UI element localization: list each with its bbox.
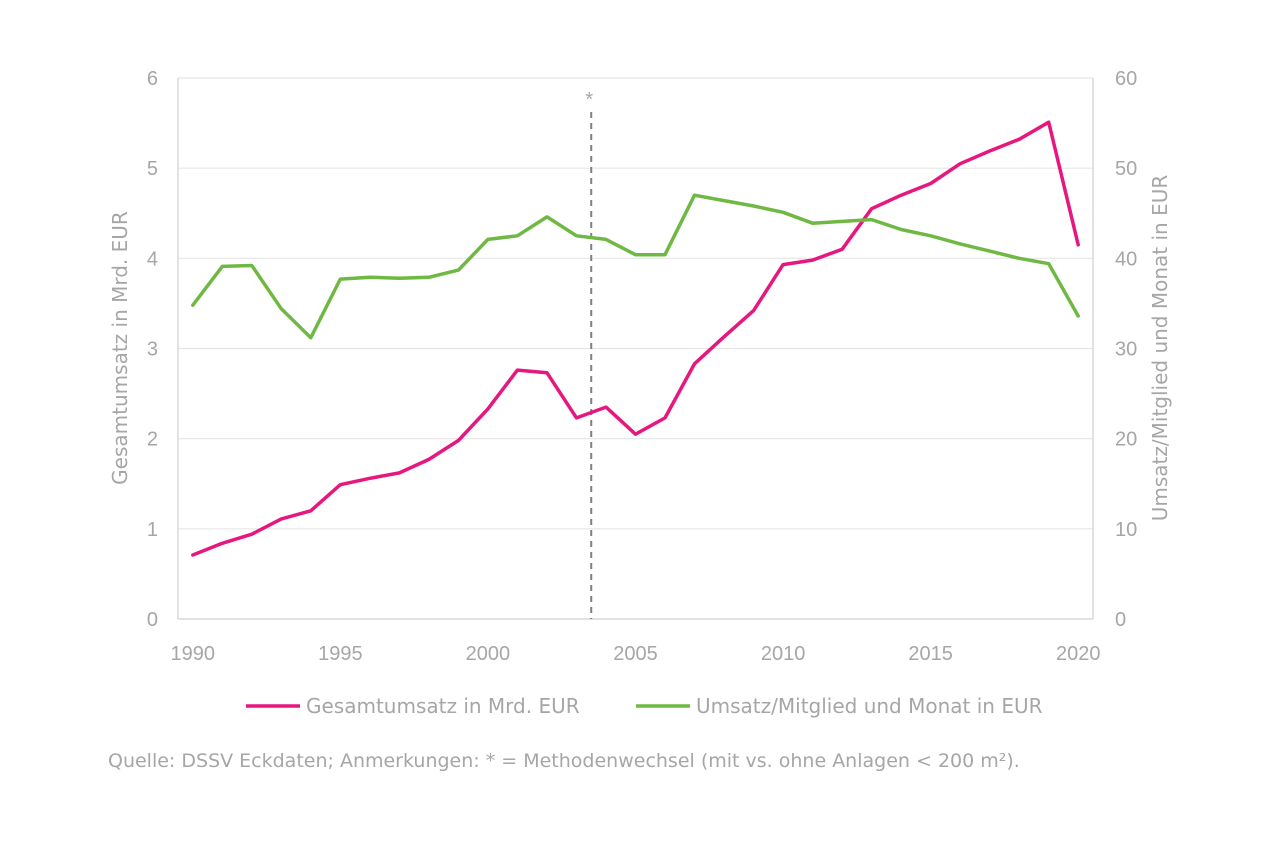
x-tick-label: 1990 xyxy=(171,643,216,665)
y-tick-label-left: 5 xyxy=(147,158,158,180)
y-tick-label-right: 20 xyxy=(1115,429,1137,451)
y-tick-label-right: 60 xyxy=(1115,68,1137,90)
y-tick-label-right: 0 xyxy=(1115,609,1126,631)
y-tick-label-left: 1 xyxy=(147,519,158,541)
x-tick-label: 2000 xyxy=(466,643,511,665)
y-tick-label-right: 50 xyxy=(1115,158,1137,180)
source-note: Quelle: DSSV Eckdaten; Anmerkungen: * = … xyxy=(108,750,1020,772)
legend-label-umsatz-mitglied: Umsatz/Mitglied und Monat in EUR xyxy=(696,694,1043,718)
series-line-umsatz-mitglied xyxy=(191,193,1080,340)
y-tick-label-left: 2 xyxy=(147,429,158,451)
x-tick-label: 2015 xyxy=(908,643,953,665)
x-tick-label: 2020 xyxy=(1056,643,1101,665)
y-tick-label-left: 0 xyxy=(147,609,158,631)
x-tick-label: 2010 xyxy=(761,643,806,665)
axes xyxy=(177,78,1094,620)
y-tick-label-right: 30 xyxy=(1115,339,1137,361)
method-change-asterisk: * xyxy=(585,89,593,111)
x-tick-labels: 1990 1995 2000 2005 2010 2015 2020 xyxy=(171,643,1101,665)
left-y-tick-labels: 0 1 2 3 4 5 6 xyxy=(147,68,158,631)
series-line-gesamtumsatz xyxy=(191,120,1080,557)
y-tick-label-left: 3 xyxy=(147,339,158,361)
method-change-marker: * xyxy=(585,89,593,619)
left-axis-title: Gesamtumsatz in Mrd. EUR xyxy=(108,211,132,485)
x-tick-label: 1995 xyxy=(318,643,363,665)
legend-label-gesamtumsatz: Gesamtumsatz in Mrd. EUR xyxy=(306,694,580,718)
gridlines xyxy=(178,77,1093,530)
right-axis-title: Umsatz/Mitglied und Monat in EUR xyxy=(1148,175,1172,522)
series-lines xyxy=(191,120,1080,557)
y-tick-label-right: 40 xyxy=(1115,248,1137,270)
right-y-tick-labels: 0 10 20 30 40 50 60 xyxy=(1115,68,1137,631)
y-tick-label-left: 6 xyxy=(147,68,158,90)
y-tick-label-right: 10 xyxy=(1115,519,1137,541)
y-tick-label-left: 4 xyxy=(147,248,158,270)
legend: Gesamtumsatz in Mrd. EUR Umsatz/Mitglied… xyxy=(246,694,1043,718)
x-tick-label: 2005 xyxy=(613,643,658,665)
